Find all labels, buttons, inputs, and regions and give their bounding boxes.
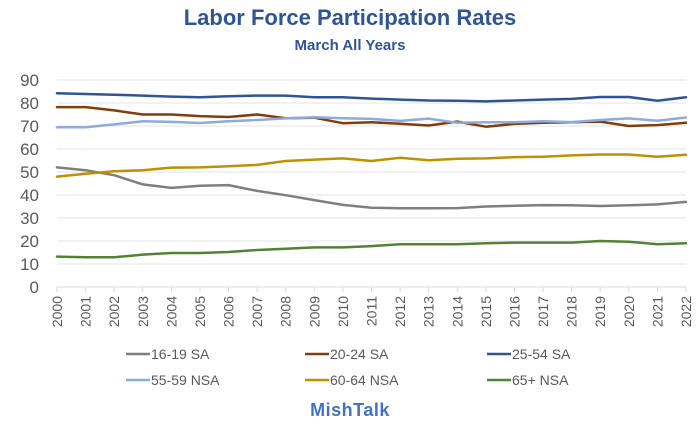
chart-title: Labor Force Participation Rates	[183, 5, 517, 30]
series-line-20-24-sa	[55, 105, 688, 128]
legend: 16-19 SA 20-24 SA 25-54 SA 55-59 NSA 60-64 N…	[126, 346, 571, 388]
series-line-25-54-sa	[55, 92, 688, 103]
series-line-65-nsa	[55, 239, 688, 259]
x-tick-label: 2017	[535, 296, 551, 327]
x-tick-label: 2019	[592, 296, 608, 327]
series-line-55-59-nsa	[55, 116, 688, 129]
x-tick-label: 2002	[106, 296, 122, 327]
x-tick-label: 2016	[506, 296, 522, 327]
legend-label: 25-54 SA	[512, 346, 571, 362]
y-tick-label: 10	[20, 255, 39, 274]
x-tick-label: 2014	[449, 296, 465, 327]
x-tick-label: 2008	[278, 296, 294, 327]
x-tick-label: 2013	[421, 296, 437, 327]
legend-item: 60-64 NSA	[305, 372, 399, 388]
x-tick-label: 2018	[564, 296, 580, 327]
y-tick-label: 90	[20, 71, 39, 90]
source-watermark: MishTalk	[310, 400, 390, 420]
legend-item: 20-24 SA	[305, 346, 389, 362]
y-tick-label: 50	[20, 163, 39, 182]
series-line-16-19-sa	[55, 166, 688, 210]
legend-label: 60-64 NSA	[330, 372, 399, 388]
x-tick-label: 2011	[364, 296, 380, 326]
series-line-60-64-nsa	[55, 153, 688, 178]
chart-subtitle: March All Years	[294, 37, 406, 54]
x-tick-label: 2005	[192, 296, 208, 327]
x-tick-label: 2010	[335, 296, 351, 327]
x-tick-label: 2001	[78, 296, 94, 327]
x-tick-label: 2022	[678, 296, 694, 327]
legend-label: 16-19 SA	[151, 346, 210, 362]
y-tick-label: 70	[20, 117, 39, 136]
x-tick-label: 2006	[221, 296, 237, 327]
line-chart: 0 10 20 30 40 50 60 70 80 90 2000 2001 2002 2003 2004…	[20, 71, 694, 388]
x-tick-label: 2009	[306, 296, 322, 327]
y-tick-label: 30	[20, 209, 39, 228]
x-tick-label: 2007	[249, 296, 265, 327]
y-tick-label: 60	[20, 140, 39, 159]
y-tick-label: 40	[20, 186, 39, 205]
x-tick-label: 2015	[478, 296, 494, 327]
gridlines	[57, 79, 686, 288]
legend-item: 65+ NSA	[487, 372, 569, 388]
legend-label: 65+ NSA	[512, 372, 569, 388]
x-tick-label: 2000	[49, 296, 65, 327]
x-tick-label: 2021	[649, 296, 665, 327]
legend-item: 25-54 SA	[487, 346, 571, 362]
y-axis: 0 10 20 30 40 50 60 70 80 90	[20, 71, 39, 297]
x-tick-label: 2004	[163, 296, 179, 327]
legend-label: 55-59 NSA	[151, 372, 220, 388]
y-tick-label: 20	[20, 232, 39, 251]
x-tick-label: 2020	[621, 296, 637, 327]
legend-item: 16-19 SA	[126, 346, 210, 362]
x-tick-label: 2003	[135, 296, 151, 327]
x-tick-label: 2012	[392, 296, 408, 327]
legend-item: 55-59 NSA	[126, 372, 220, 388]
x-axis: 2000 2001 2002 2003 2004 2005 2006 2007 2008 2009…	[49, 287, 694, 327]
series-lines	[55, 92, 688, 259]
y-tick-label: 0	[30, 278, 39, 297]
legend-label: 20-24 SA	[330, 346, 389, 362]
y-tick-label: 80	[20, 94, 39, 113]
